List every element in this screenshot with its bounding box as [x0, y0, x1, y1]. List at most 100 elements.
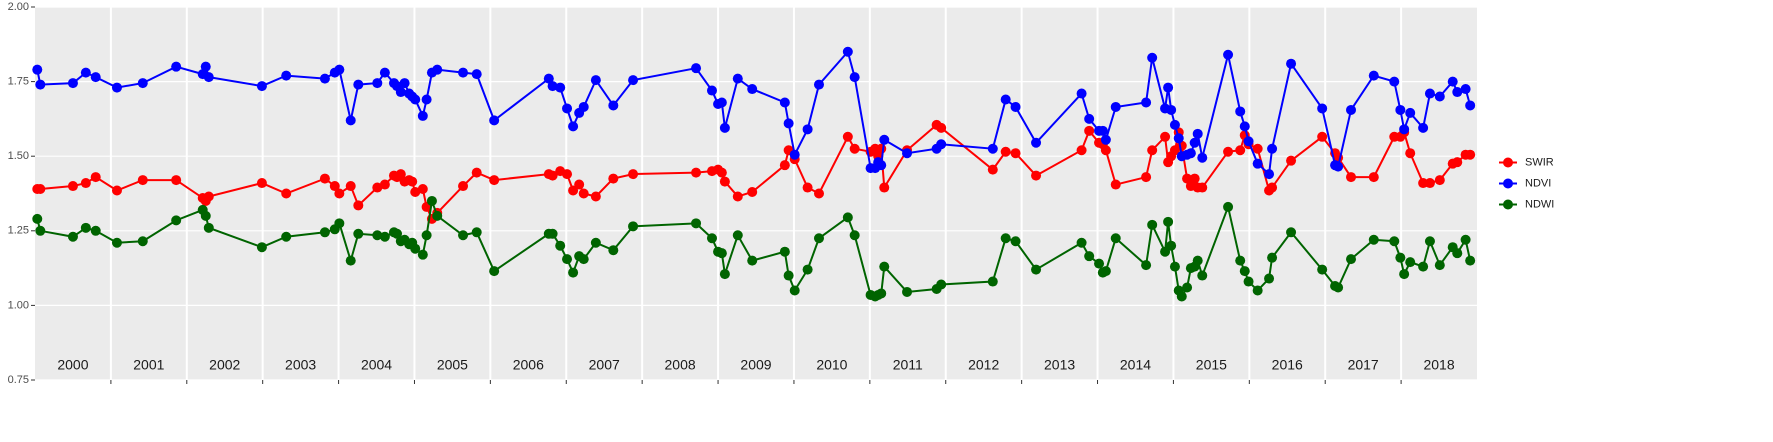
data-point	[590, 191, 601, 202]
data-point	[1243, 136, 1254, 147]
data-point	[987, 143, 998, 154]
data-point	[281, 188, 292, 199]
data-point	[1264, 169, 1275, 180]
data-point	[1346, 254, 1357, 265]
data-point	[1286, 227, 1297, 238]
data-point	[1434, 175, 1445, 186]
data-point	[1252, 158, 1263, 169]
data-point	[574, 179, 585, 190]
data-point	[1346, 104, 1357, 115]
data-point	[111, 82, 122, 93]
data-point	[578, 101, 589, 112]
data-point	[732, 191, 743, 202]
data-point	[779, 246, 790, 257]
data-point	[578, 188, 589, 199]
data-point	[410, 187, 421, 198]
data-point	[1235, 255, 1246, 266]
data-point	[417, 249, 428, 260]
data-point	[1192, 255, 1203, 266]
year-label: 2007	[589, 357, 620, 373]
data-point	[426, 195, 437, 206]
data-point	[392, 228, 403, 239]
data-point	[1368, 172, 1379, 183]
data-point	[1182, 173, 1193, 184]
data-point	[90, 225, 101, 236]
data-point	[1189, 173, 1200, 184]
data-point	[1395, 252, 1406, 263]
legend-label: NDVI	[1525, 177, 1551, 189]
data-point	[1197, 182, 1208, 193]
data-point	[1317, 103, 1328, 114]
data-point	[747, 84, 758, 95]
data-point	[813, 233, 824, 244]
data-point	[35, 79, 46, 90]
data-point	[789, 285, 800, 296]
year-label: 2017	[1348, 357, 1379, 373]
data-point	[902, 148, 913, 159]
data-point	[458, 230, 469, 241]
data-point	[779, 160, 790, 171]
data-point	[203, 72, 214, 83]
data-point	[590, 237, 601, 248]
data-point	[1235, 106, 1246, 117]
year-label: 2018	[1423, 357, 1454, 373]
data-point	[379, 67, 390, 78]
data-point	[1166, 104, 1177, 115]
data-point	[1192, 128, 1203, 139]
data-point	[1286, 58, 1297, 69]
data-point	[319, 173, 330, 184]
data-point	[1267, 143, 1278, 154]
data-point	[1447, 76, 1458, 87]
data-point	[1252, 143, 1263, 154]
data-point	[1460, 234, 1471, 245]
data-point	[842, 212, 853, 223]
data-point	[732, 73, 743, 84]
data-point	[1395, 104, 1406, 115]
data-point	[1169, 119, 1180, 130]
data-point	[353, 79, 364, 90]
data-point	[562, 254, 573, 265]
data-point	[1010, 148, 1021, 159]
data-point	[421, 94, 432, 105]
data-point	[395, 169, 406, 180]
data-point	[849, 143, 860, 154]
data-point	[1452, 248, 1463, 259]
data-point	[732, 230, 743, 241]
legend-marker	[1503, 178, 1513, 189]
data-point	[432, 64, 443, 75]
data-point	[80, 67, 91, 78]
data-point	[608, 245, 619, 256]
data-point	[345, 255, 356, 266]
data-point	[1084, 113, 1095, 124]
data-point	[345, 181, 356, 192]
data-point	[90, 72, 101, 83]
data-point	[879, 134, 890, 145]
data-point	[1405, 107, 1416, 118]
data-point	[35, 184, 46, 195]
year-label: 2013	[1044, 357, 1075, 373]
data-point	[256, 242, 267, 253]
data-point	[171, 215, 182, 226]
data-point	[281, 70, 292, 81]
data-point	[547, 228, 558, 239]
data-point	[1452, 87, 1463, 98]
data-point	[203, 222, 214, 233]
year-label: 2002	[209, 357, 240, 373]
data-point	[1000, 146, 1011, 157]
data-point	[171, 61, 182, 72]
data-point	[32, 64, 43, 75]
data-point	[802, 264, 813, 275]
y-tick-label: 1.00	[8, 299, 29, 311]
data-point	[1097, 125, 1108, 136]
legend-marker	[1503, 157, 1513, 168]
data-point	[876, 288, 887, 299]
y-tick-label: 2.00	[8, 1, 29, 13]
data-point	[137, 175, 148, 186]
data-point	[608, 173, 619, 184]
data-point	[1243, 276, 1254, 287]
data-point	[319, 73, 330, 84]
data-point	[1100, 145, 1111, 156]
y-tick-label: 0.75	[8, 374, 29, 386]
data-point	[716, 248, 727, 259]
